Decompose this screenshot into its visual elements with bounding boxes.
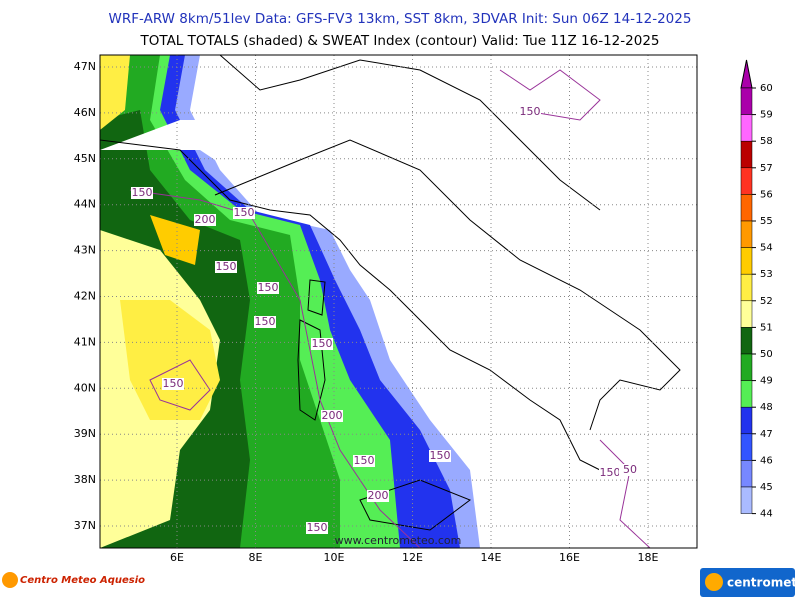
colorbar-label: 57 xyxy=(760,163,773,174)
colorbar-label: 56 xyxy=(760,189,773,200)
colorbar-cap xyxy=(740,59,753,89)
contour-label-bg xyxy=(519,106,541,118)
colorbar-label: 50 xyxy=(760,349,773,360)
contour-label-bg xyxy=(367,490,389,502)
colorbar-cell xyxy=(740,87,753,115)
contour-label: 150 xyxy=(307,521,328,534)
colorbar-cell xyxy=(740,273,753,302)
contour-label-bg xyxy=(233,207,255,219)
colorbar: 60 59 58 57 56 55 54 53 52 51 50 49 48 47 46 45 44 xyxy=(740,59,773,520)
contour-label: 150 xyxy=(354,454,375,467)
colorbar-label: 54 xyxy=(760,243,773,254)
colorbar-cell xyxy=(740,486,753,514)
colorbar-cell xyxy=(740,167,753,195)
contour-label-bg xyxy=(215,261,237,273)
lat-label: 47N xyxy=(74,60,96,73)
colorbar-cell xyxy=(740,247,753,275)
colorbar-label: 52 xyxy=(760,296,773,307)
colorbar-label: 49 xyxy=(760,376,773,387)
contour-label-bg xyxy=(162,378,184,390)
contour-label-bg xyxy=(254,316,276,328)
contour-label-bg xyxy=(619,464,641,476)
contour-label: 150 xyxy=(430,449,451,462)
colorbar-label: 46 xyxy=(760,455,773,466)
contour-label: 200 xyxy=(368,489,389,502)
lon-label: 18E xyxy=(638,551,659,564)
contour-label-bg xyxy=(194,214,216,226)
contour-label-bg xyxy=(306,522,328,534)
contour-label-bg xyxy=(599,467,621,479)
lon-label: 6E xyxy=(170,551,184,564)
map-field xyxy=(100,55,697,548)
colorbar-cell xyxy=(740,114,753,142)
lat-label: 37N xyxy=(74,519,96,532)
colorbar-cell xyxy=(740,406,753,435)
contour-label: 150 xyxy=(163,377,184,390)
contour-label: 150 xyxy=(258,281,279,294)
colorbar-label: 48 xyxy=(760,402,773,413)
header-line1: WRF-ARW 8km/51lev Data: GFS-FV3 13km, SS… xyxy=(109,11,692,27)
contour-label: 150 xyxy=(600,466,621,479)
lat-label: 43N xyxy=(74,244,96,257)
lon-label: 12E xyxy=(402,551,423,564)
contour-label-bg xyxy=(257,282,279,294)
contour-label: 200 xyxy=(322,409,343,422)
contour-label-bg xyxy=(429,450,451,462)
lon-label: 16E xyxy=(559,551,580,564)
colorbar-label: 47 xyxy=(760,429,773,440)
watermark: www.centrometeo.com xyxy=(335,534,462,547)
contour-label: 150 xyxy=(132,186,153,199)
header-line2: TOTAL TOTALS (shaded) & SWEAT Index (con… xyxy=(140,33,660,49)
lat-label: 45N xyxy=(74,152,96,165)
right-logo: centrometeo xyxy=(727,576,800,590)
colorbar-label: 58 xyxy=(760,136,773,147)
colorbar-label: 53 xyxy=(760,269,773,280)
lat-label: 41N xyxy=(74,335,96,348)
contour-label-bg xyxy=(353,455,375,467)
colorbar-cell xyxy=(740,460,753,488)
colorbar-label: 45 xyxy=(760,482,773,493)
colorbar-label: 55 xyxy=(760,216,773,227)
contour-label: 150 xyxy=(312,337,333,350)
colorbar-label: 60 xyxy=(760,83,773,94)
contour-label: 150 xyxy=(520,105,541,118)
contour-label-bg xyxy=(131,187,153,199)
contour-label: 150 xyxy=(255,315,276,328)
colorbar-cell xyxy=(740,327,753,355)
contour-label: 150 xyxy=(234,206,255,219)
colorbar-label: 59 xyxy=(760,110,773,121)
lat-label: 38N xyxy=(74,473,96,486)
colorbar-label: 51 xyxy=(760,322,773,333)
left-logo: Centro Meteo Aquesio xyxy=(20,575,145,586)
coastlines xyxy=(99,54,681,531)
contour-label: 200 xyxy=(195,213,216,226)
map-frame xyxy=(99,54,698,549)
contour-label-bg xyxy=(311,338,333,350)
colorbar-cell xyxy=(740,433,753,461)
colorbar-cell xyxy=(740,353,753,381)
contour-label-bg xyxy=(321,410,343,422)
colorbar-cell xyxy=(740,380,753,408)
lat-label: 42N xyxy=(74,290,96,303)
contour-label: 50 xyxy=(623,463,637,476)
lon-label: 10E xyxy=(324,551,345,564)
lat-label: 39N xyxy=(74,427,96,440)
colorbar-cell xyxy=(740,194,753,222)
lat-label: 46N xyxy=(74,106,96,119)
colorbar-label: 44 xyxy=(760,509,773,520)
colorbar-cell xyxy=(740,140,753,169)
contour-label: 150 xyxy=(216,260,237,273)
right-logo-box xyxy=(700,568,795,597)
left-logo-icon xyxy=(2,572,18,588)
colorbar-cell xyxy=(740,300,753,328)
colorbar-cell xyxy=(740,220,753,248)
lon-label: 14E xyxy=(481,551,502,564)
lat-label: 44N xyxy=(74,198,96,211)
right-logo-icon xyxy=(705,573,723,591)
lat-label: 40N xyxy=(74,381,96,394)
lon-label: 8E xyxy=(249,551,263,564)
